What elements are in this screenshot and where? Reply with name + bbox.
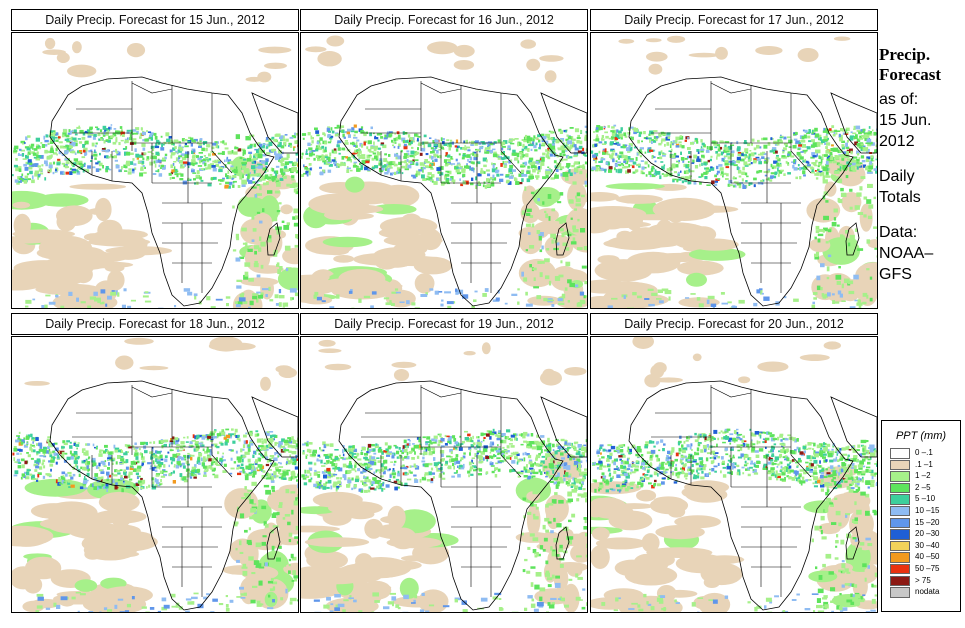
legend-label: 40 –50 [915,552,940,562]
legend-swatch [890,587,910,598]
legend-swatch [890,471,910,482]
forecast-panel-19-jun: Daily Precip. Forecast for 19 Jun., 2012 [300,313,588,613]
legend-item: 30 –40 [882,540,960,553]
legend-swatch [890,563,910,575]
as-of-date: 15 Jun. [879,112,932,129]
legend-swatch [890,505,910,517]
legend-swatch [890,459,910,471]
precip-map [590,336,878,613]
forecast-info: Precip. Forecast as of: 15 Jun. 2012 Dai… [879,45,964,285]
africa-precip-map [591,35,877,308]
legend-label: 15 –20 [915,517,940,527]
panel-title: Daily Precip. Forecast for 16 Jun., 2012 [300,9,588,31]
legend-label: 50 –75 [915,563,940,573]
legend-item: 5 –10 [882,494,960,506]
forecast-panel-20-jun: Daily Precip. Forecast for 20 Jun., 2012 [590,313,878,613]
legend-label: 0 –.1 [915,448,933,457]
africa-precip-map [301,35,587,308]
legend-item: 1 –2 [882,471,960,483]
legend-item: nodata [882,587,960,599]
legend-item: 2 –5 [882,482,960,495]
data-label: Data: [879,224,918,241]
legend-label: 1 –2 [915,471,931,481]
legend-item: 10 –15 [882,505,960,518]
precip-map [300,32,588,309]
forecast-panel-17-jun: Daily Precip. Forecast for 17 Jun., 2012 [590,9,878,309]
legend-swatch [890,517,910,529]
legend-item: > 75 [882,575,960,588]
legend-swatch [890,575,910,587]
precip-map [11,32,299,309]
legend-swatch [890,529,910,540]
legend-swatch [890,482,910,494]
precip-map [300,336,588,613]
legend-swatch [890,448,910,459]
panel-title: Daily Precip. Forecast for 20 Jun., 2012 [590,313,878,335]
legend-item: 40 –50 [882,552,960,564]
precip-map [11,336,299,613]
panel-title: Daily Precip. Forecast for 18 Jun., 2012 [11,313,299,335]
legend-label: nodata [915,587,940,597]
legend-item: .1 –1 [882,459,960,472]
legend-item: 0 –.1 [882,448,960,460]
precip-legend: PPT (mm) 0 –.1 .1 –1 1 –2 2 –5 5 –10 10 –15 15… [881,420,961,612]
as-of-year: 2012 [879,133,915,150]
africa-precip-map [301,339,587,612]
data-source: NOAA– [879,245,934,262]
africa-precip-map [591,337,877,612]
data-source: GFS [879,266,912,283]
legend-label: 2 –5 [915,482,931,492]
legend-swatch [890,552,910,563]
legend-label: .1 –1 [915,459,933,469]
legend-item: 15 –20 [882,517,960,530]
panel-title: Daily Precip. Forecast for 17 Jun., 2012 [590,9,878,31]
totals-label: Daily [879,168,915,185]
as-of-label: as of: [879,91,919,108]
legend-swatch [890,540,910,552]
panel-title: Daily Precip. Forecast for 19 Jun., 2012 [300,313,588,335]
heading-line: Precip. [879,45,931,64]
legend-item: 20 –30 [882,529,960,541]
africa-precip-map [12,37,298,308]
forecast-panel-18-jun: Daily Precip. Forecast for 18 Jun., 2012 [11,313,299,613]
legend-swatch [890,494,910,505]
legend-label: 5 –10 [915,494,936,504]
legend-label: 10 –15 [915,505,940,515]
legend-label: 30 –40 [915,540,940,550]
totals-label: Totals [879,189,921,206]
forecast-panel-16-jun: Daily Precip. Forecast for 16 Jun., 2012 [300,9,588,309]
legend-label: 20 –30 [915,529,940,539]
africa-precip-map [12,337,298,612]
heading-line: Forecast [879,65,941,84]
panel-title: Daily Precip. Forecast for 15 Jun., 2012 [11,9,299,31]
precip-map [590,32,878,309]
legend-label: > 75 [915,575,931,585]
forecast-panel-15-jun: Daily Precip. Forecast for 15 Jun., 2012 [11,9,299,309]
legend-item: 50 –75 [882,563,960,576]
legend-title: PPT (mm) [895,430,947,442]
